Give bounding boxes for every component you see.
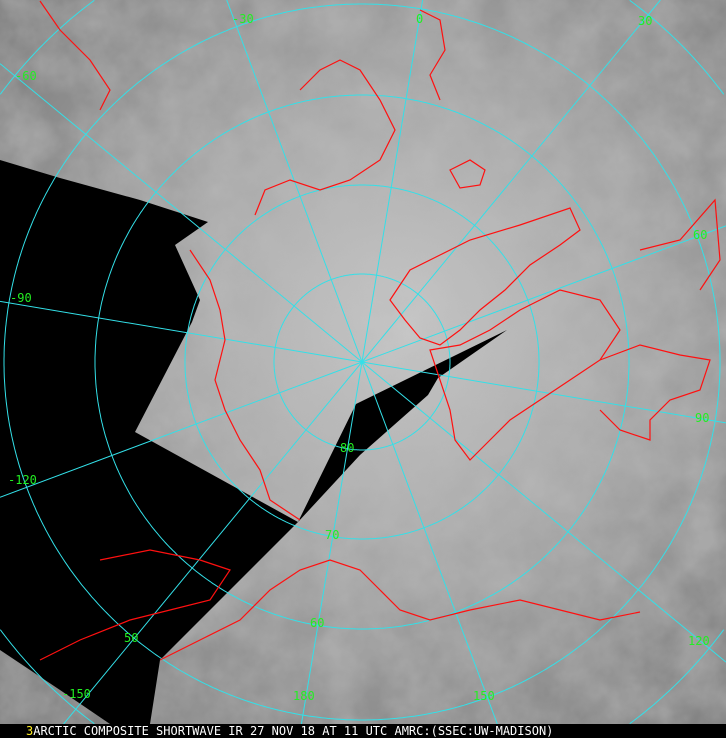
caption-text: ARCTIC COMPOSITE SHORTWAVE IR 27 NOV 18 … bbox=[33, 724, 554, 738]
latitude-circle bbox=[94, 94, 630, 630]
coastline-canadian-archipelago bbox=[429, 289, 621, 461]
latitude-circle bbox=[3, 3, 721, 721]
longitude-label: 60 bbox=[693, 228, 707, 242]
longitude-label: -120 bbox=[8, 473, 37, 487]
meridian-line bbox=[0, 361, 363, 498]
longitude-label: 30 bbox=[638, 14, 652, 28]
longitude-label: 120 bbox=[688, 634, 710, 648]
meridian-line bbox=[361, 361, 726, 663]
meridian-line bbox=[0, 63, 363, 363]
latitude-label: 80 bbox=[340, 441, 354, 455]
latitude-label: 60 bbox=[310, 616, 324, 630]
meridian-line bbox=[361, 361, 498, 724]
meridian-line bbox=[361, 361, 726, 424]
longitude-label: -60 bbox=[15, 69, 37, 83]
grid-labels: -30 0 30 -60 60 -90 90 -120 120 -150 150 180 80 70 60 5… bbox=[8, 12, 710, 703]
coastline-labrador bbox=[639, 198, 721, 291]
meridian-line bbox=[361, 0, 661, 363]
latitude-circle bbox=[184, 184, 540, 540]
image-caption-bar: 3ARCTIC COMPOSITE SHORTWAVE IR 27 NOV 18… bbox=[0, 724, 726, 738]
coastline-bering bbox=[39, 549, 231, 661]
coastline-europe-west bbox=[39, 0, 111, 111]
latitude-circle bbox=[0, 0, 725, 724]
coastlines bbox=[39, 0, 721, 661]
latitude-label: 50 bbox=[124, 631, 138, 645]
coastline-greenland bbox=[389, 207, 581, 346]
latitude-circle bbox=[273, 273, 451, 451]
coastline-uk bbox=[419, 9, 446, 101]
coastline-alaska bbox=[159, 559, 641, 661]
meridian-line bbox=[63, 361, 363, 724]
frame-number: 3 bbox=[26, 724, 34, 738]
meridian-line bbox=[0, 300, 363, 363]
coastline-hudson-bay bbox=[599, 344, 711, 441]
meridian-line bbox=[300, 361, 363, 724]
longitude-label: 150 bbox=[473, 689, 495, 703]
meridian-line bbox=[361, 0, 424, 363]
longitude-label: -30 bbox=[232, 12, 254, 26]
longitude-label: 0 bbox=[416, 12, 423, 26]
longitude-label: -150 bbox=[62, 687, 91, 701]
longitude-label: -90 bbox=[10, 291, 32, 305]
coastline-siberia bbox=[189, 249, 301, 521]
latitude-label: 70 bbox=[325, 528, 339, 542]
coastline-scandinavia bbox=[254, 59, 396, 216]
coastline-iceland bbox=[449, 159, 486, 189]
longitude-label: 90 bbox=[695, 411, 709, 425]
longitude-label: 180 bbox=[293, 689, 315, 703]
